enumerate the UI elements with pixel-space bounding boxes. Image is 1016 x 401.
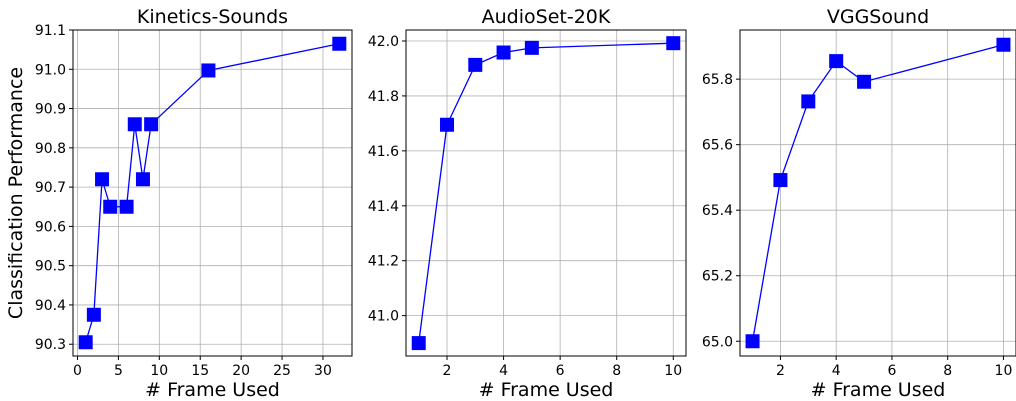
x-axis-label: # Frame Used (145, 379, 280, 401)
x-tick-label: 10 (995, 363, 1013, 379)
y-tick-label: 90.3 (35, 337, 66, 353)
plot-frame (72, 29, 353, 357)
y-tick-label: 90.4 (35, 298, 66, 314)
x-tick-label: 0 (73, 363, 82, 379)
y-tick-label: 65.8 (702, 72, 733, 88)
x-tick-label: 4 (832, 363, 841, 379)
y-tick-label: 41.8 (368, 89, 399, 105)
y-tick-label: 41.2 (368, 254, 399, 270)
data-point (144, 117, 159, 132)
y-tick-label: 65.0 (702, 334, 733, 350)
data-point (773, 173, 788, 188)
series-line (85, 43, 340, 343)
data-point (119, 199, 134, 214)
y-tick-label: 41.0 (368, 309, 399, 325)
x-tick-label: 8 (612, 363, 621, 379)
x-tick-label: 5 (114, 363, 123, 379)
y-tick-label: 65.4 (702, 203, 733, 219)
y-tick-label: 90.9 (35, 102, 66, 118)
data-point (996, 37, 1011, 52)
data-point (127, 117, 142, 132)
y-tick-label: 90.5 (35, 259, 66, 275)
data-point (86, 307, 101, 322)
data-point (103, 199, 118, 214)
x-tick-label: 6 (887, 363, 896, 379)
data-point (829, 54, 844, 69)
x-axis-label: # Frame Used (479, 379, 614, 401)
chart-panel-3: 2 4 6 8 10 65.0 65.2 65.4 65.6 65.8 VGGSound # Fram… (702, 6, 1016, 401)
y-axis-label: Classification Performance (5, 67, 27, 319)
data-point (524, 40, 539, 55)
y-tick-label: 91.0 (35, 62, 66, 78)
y-tick-label: 65.2 (702, 269, 733, 285)
data-point (95, 172, 110, 187)
x-tick-label: 10 (664, 363, 682, 379)
x-tick-label: 30 (314, 363, 332, 379)
series-line (418, 42, 674, 344)
data-point (468, 57, 483, 72)
data-point (801, 94, 816, 109)
y-tick-label: 90.7 (35, 180, 66, 196)
x-tick-label: 4 (499, 363, 508, 379)
data-point (78, 335, 93, 350)
chart-title: VGGSound (827, 6, 929, 28)
y-tick-label: 90.6 (35, 219, 66, 235)
data-point (857, 74, 872, 89)
x-tick-label: 2 (776, 363, 785, 379)
data-point (666, 36, 681, 51)
y-tick-label: 90.8 (35, 141, 66, 157)
y-tick-label: 65.6 (702, 138, 733, 154)
data-point (745, 334, 760, 349)
data-point (440, 117, 455, 132)
data-point (496, 45, 511, 60)
x-tick-label: 20 (232, 363, 250, 379)
chart-title: AudioSet-20K (482, 6, 611, 28)
chart-panel-1: 0 5 10 15 20 25 30 90.3 90.4 90.5 90.6 90.7 90.8 90.9… (5, 6, 353, 401)
data-point (201, 63, 216, 78)
y-tick-label: 41.6 (368, 144, 399, 160)
y-tick-label: 41.4 (368, 199, 399, 215)
data-point (135, 172, 150, 187)
data-point (332, 36, 347, 51)
y-tick-label: 91.1 (35, 23, 66, 39)
chart-title: Kinetics-Sounds (137, 6, 288, 28)
x-tick-label: 8 (943, 363, 952, 379)
x-tick-label: 15 (191, 363, 209, 379)
series-line (751, 44, 1004, 342)
y-tick-label: 42.0 (368, 34, 399, 50)
plot-frame (739, 29, 1016, 357)
x-tick-label: 6 (556, 363, 565, 379)
chart-panel-2: 2 4 6 8 10 41.0 41.2 41.4 41.6 41.8 42.0 AudioSet-2… (368, 6, 687, 401)
plot-frame (405, 29, 687, 357)
x-axis-label: # Frame Used (811, 379, 946, 401)
x-tick-label: 25 (273, 363, 291, 379)
x-tick-label: 2 (443, 363, 452, 379)
data-point (411, 336, 426, 351)
x-tick-label: 10 (150, 363, 168, 379)
